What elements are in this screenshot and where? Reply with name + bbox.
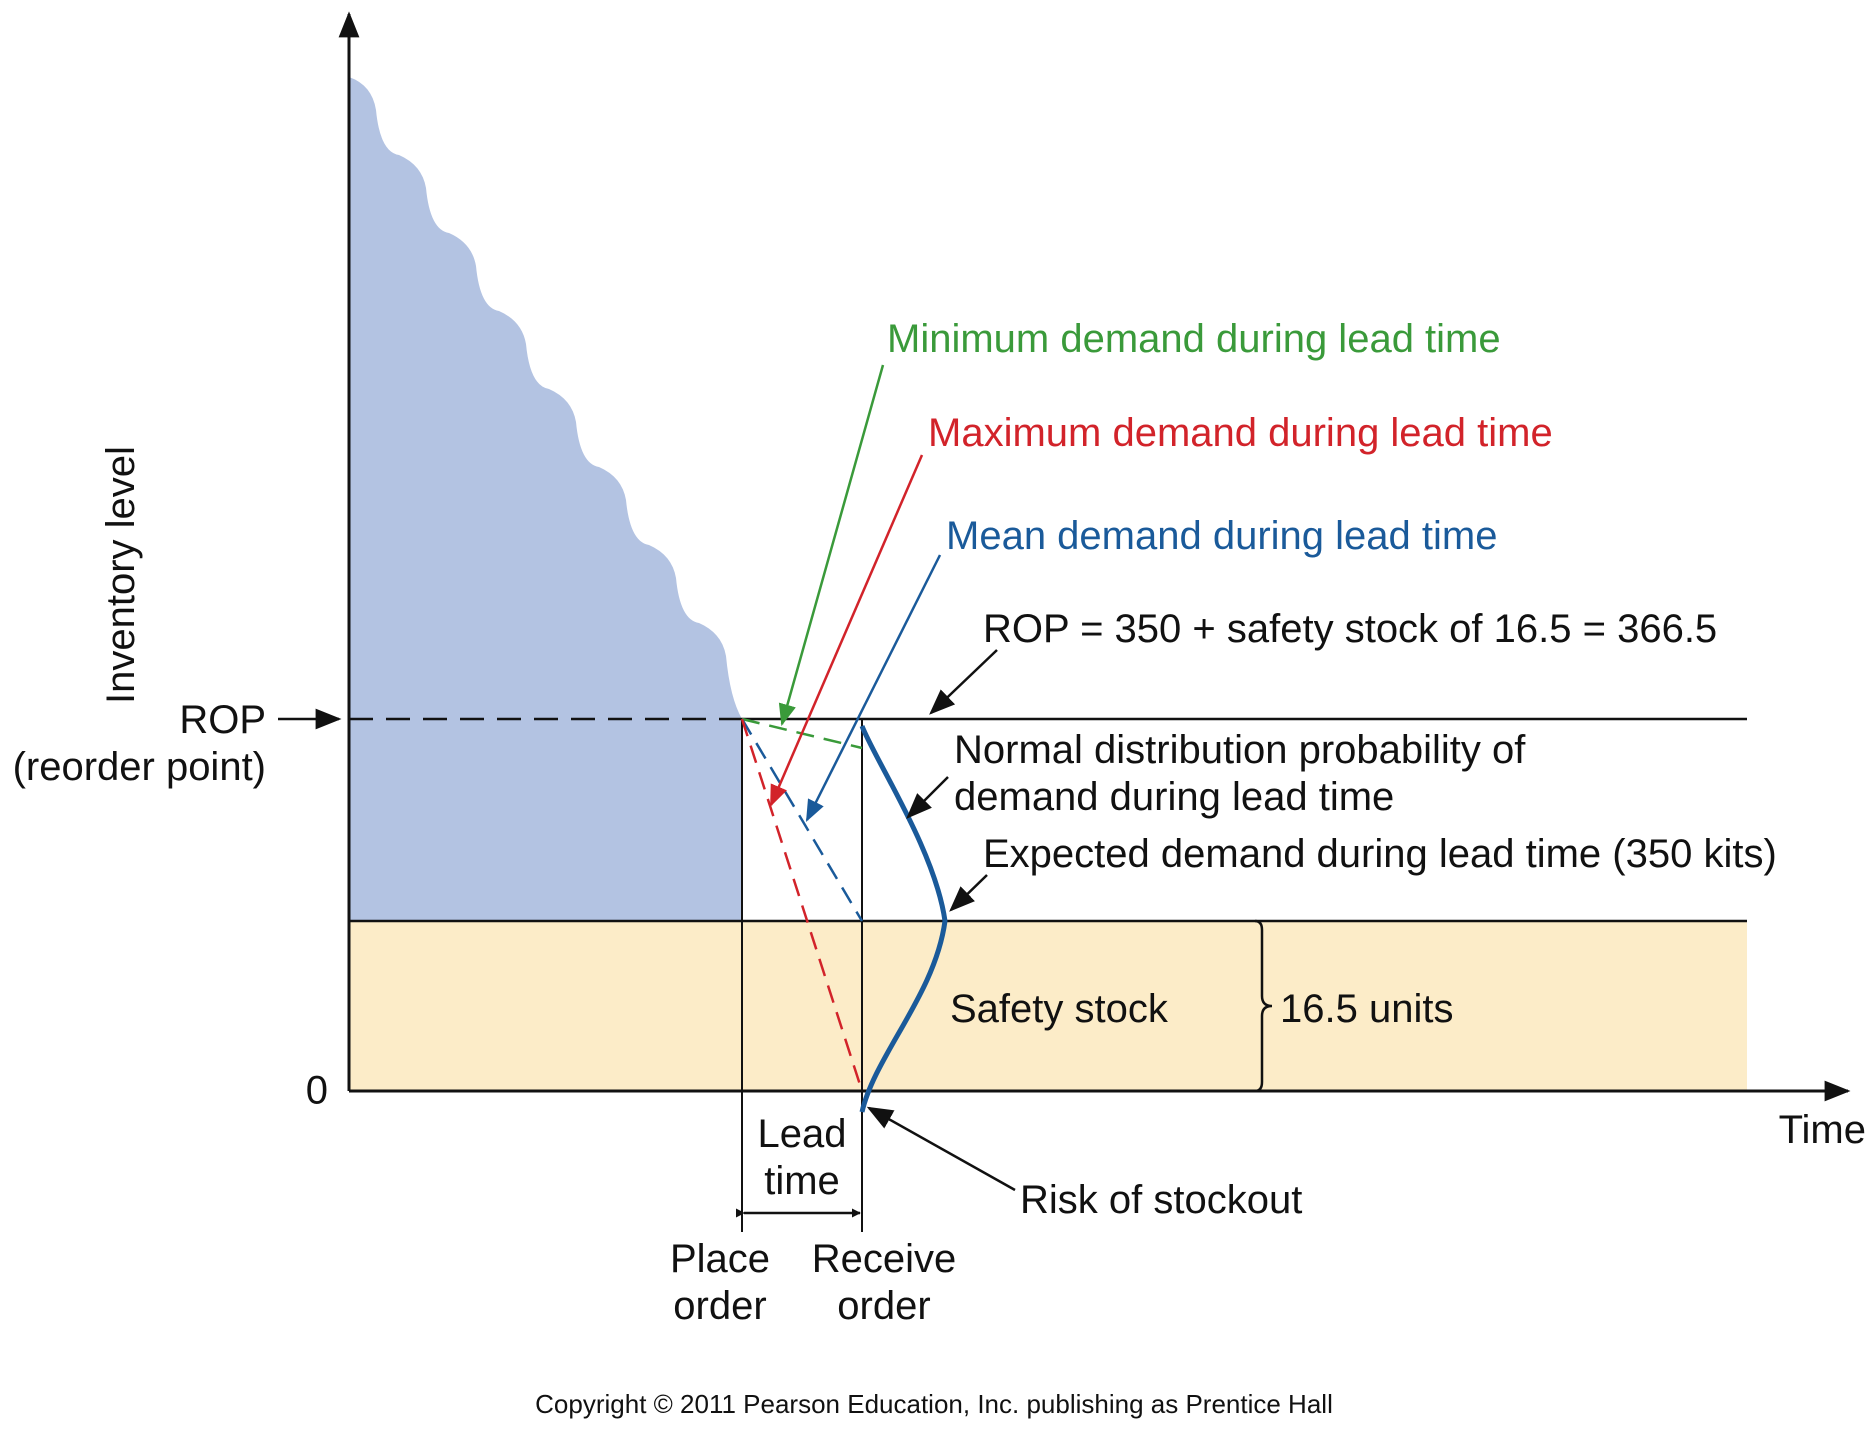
y-axis-label: Inventory level bbox=[99, 446, 143, 704]
safety-stock-band bbox=[349, 921, 1747, 1091]
place-order-label-line2: order bbox=[673, 1284, 766, 1328]
rop-sublabel: (reorder point) bbox=[13, 745, 266, 789]
rop-formula-label: ROP = 350 + safety stock of 16.5 = 366.5 bbox=[983, 607, 1717, 651]
safety-units-label: 16.5 units bbox=[1280, 987, 1453, 1031]
max-demand-arrow bbox=[769, 454, 924, 808]
mean-demand-line bbox=[740, 718, 864, 922]
lead-time-label-line2: time bbox=[764, 1159, 840, 1203]
normal-distribution-curve bbox=[859, 725, 948, 1113]
mean-demand-arrow bbox=[805, 554, 942, 822]
max-demand-line bbox=[740, 718, 864, 1092]
x-axis-label: Time bbox=[1779, 1108, 1866, 1152]
normal-dist-arrow bbox=[906, 776, 949, 819]
max-demand-label: Maximum demand during lead time bbox=[928, 411, 1553, 455]
lead-time-label-line1: Lead bbox=[758, 1112, 847, 1156]
expected-demand-arrow bbox=[949, 874, 988, 912]
inventory-area bbox=[349, 77, 742, 921]
min-demand-label: Minimum demand during lead time bbox=[887, 317, 1501, 361]
safety-stock-brace bbox=[1254, 919, 1273, 1093]
place-order-label-line1: Place bbox=[670, 1237, 770, 1281]
receive-order-label-line2: order bbox=[837, 1284, 930, 1328]
zero-label: 0 bbox=[306, 1069, 328, 1113]
receive-order-label-line1: Receive bbox=[812, 1237, 957, 1281]
expected-demand-label: Expected demand during lead time (350 ki… bbox=[983, 832, 1777, 876]
rop-formula-arrow bbox=[929, 649, 998, 715]
min-demand-arrow bbox=[778, 364, 885, 727]
rop-label: ROP bbox=[179, 698, 266, 742]
copyright-text: Copyright © 2011 Pearson Education, Inc.… bbox=[535, 1389, 1333, 1419]
risk-stockout-label: Risk of stockout bbox=[1020, 1178, 1302, 1222]
normal-dist-label-line1: Normal distribution probability of bbox=[954, 728, 1526, 772]
risk-stockout-arrow bbox=[866, 1106, 1016, 1192]
normal-dist-label-line2: demand during lead time bbox=[954, 775, 1394, 819]
safety-stock-label: Safety stock bbox=[950, 987, 1169, 1031]
mean-demand-label: Mean demand during lead time bbox=[946, 514, 1497, 558]
